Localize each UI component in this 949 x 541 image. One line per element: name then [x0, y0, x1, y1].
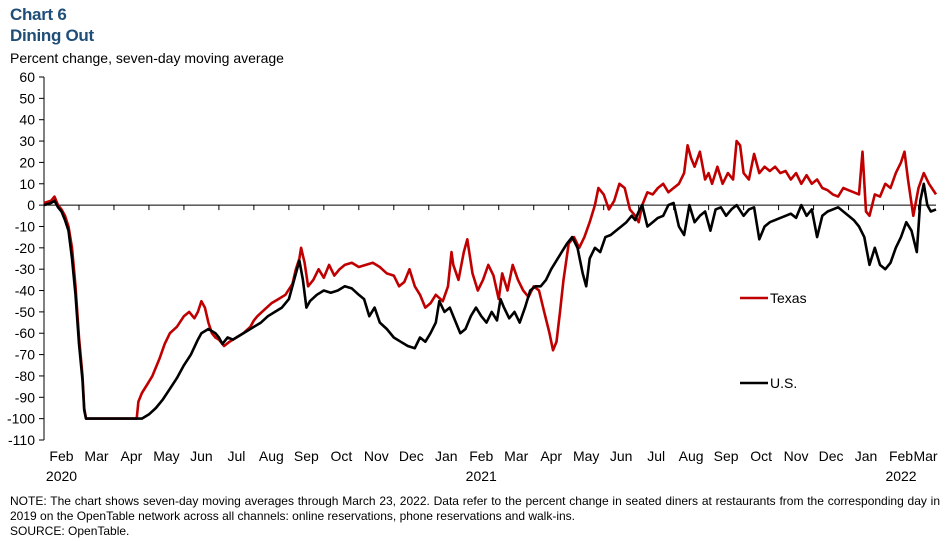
- x-tick-label: Aug: [679, 448, 704, 464]
- x-tick-label: Dec: [399, 448, 424, 464]
- line-chart: 60 50 40 30 20 10 0 -10 -20 -30 -40 -50 -60 -70 -80 -90…: [7, 69, 938, 484]
- series-group: [43, 139, 938, 420]
- y-tick-label: -40: [15, 283, 35, 299]
- y-tick-label: -80: [15, 368, 35, 384]
- y-axis: 60 50 40 30 20 10 0 -10 -20 -30 -40 -50 -60 -70 -80 -90…: [7, 69, 45, 448]
- x-tick-label: Mar: [504, 448, 528, 464]
- x-tick-label: Jul: [647, 448, 665, 464]
- y-tick-label: -110: [8, 432, 35, 448]
- x-tick-label: Feb: [889, 448, 913, 464]
- x-tick-label: Sep: [294, 448, 319, 464]
- y-tick-label: 20: [19, 154, 35, 170]
- chart-subtitle: Percent change, seven-day moving average: [10, 50, 284, 66]
- x-tick-label: Mar: [913, 448, 937, 464]
- y-tick-label: -20: [15, 240, 35, 256]
- x-tick-label: Sep: [714, 448, 739, 464]
- x-tick-label: Feb: [49, 448, 73, 464]
- y-tick-label: 10: [19, 176, 35, 192]
- year-label: 2021: [466, 468, 497, 484]
- x-tick-label: Nov: [364, 448, 389, 464]
- y-tick-label: -100: [7, 411, 35, 427]
- x-tick-label: Apr: [121, 448, 143, 464]
- y-tick-label: -70: [15, 347, 35, 363]
- x-tick-label: Aug: [259, 448, 284, 464]
- x-tick-label: Jul: [227, 448, 245, 464]
- series-line-us: [43, 182, 937, 420]
- x-tick-label: Dec: [819, 448, 844, 464]
- year-label: 2022: [885, 468, 916, 484]
- chart-source: SOURCE: OpenTable.: [10, 524, 130, 538]
- x-tick-label: Oct: [330, 448, 352, 464]
- legend: Texas U.S.: [740, 290, 807, 391]
- x-tick-label: Jan: [855, 448, 878, 464]
- legend-label: Texas: [770, 290, 807, 306]
- x-tick-label: Oct: [750, 448, 772, 464]
- x-tick-label: May: [573, 448, 599, 464]
- y-tick-label: -90: [15, 389, 35, 405]
- y-tick-label: -30: [15, 261, 35, 277]
- year-label: 2020: [46, 468, 77, 484]
- x-tick-label: Mar: [84, 448, 108, 464]
- y-tick-label: 50: [19, 90, 35, 106]
- y-tick-label: 0: [27, 197, 35, 213]
- y-tick-label: -50: [15, 304, 35, 320]
- chart-number: Chart 6: [10, 5, 67, 24]
- x-tick-label: Jun: [190, 448, 213, 464]
- x-tick-label: Nov: [784, 448, 809, 464]
- x-axis: Feb Mar Apr May Jun Jul Aug Sep Oct Nov Dec Jan Feb M…: [43, 204, 938, 484]
- y-tick-label: -10: [15, 218, 35, 234]
- legend-label: U.S.: [770, 375, 797, 391]
- y-tick-label: 30: [19, 133, 35, 149]
- x-tick-label: Jun: [610, 448, 633, 464]
- x-tick-label: May: [153, 448, 179, 464]
- y-tick-label: 60: [19, 69, 35, 85]
- series-line-texas: [43, 139, 938, 420]
- y-tick-label: 40: [19, 112, 35, 128]
- chart-note: NOTE: The chart shows seven-day moving a…: [10, 494, 940, 523]
- y-tick-label: -60: [15, 325, 35, 341]
- chart-title-block: Chart 6 Dining Out: [10, 4, 94, 46]
- x-tick-label: Feb: [469, 448, 493, 464]
- chart-title: Dining Out: [10, 26, 94, 45]
- x-tick-label: Jan: [435, 448, 458, 464]
- x-tick-label: Apr: [540, 448, 562, 464]
